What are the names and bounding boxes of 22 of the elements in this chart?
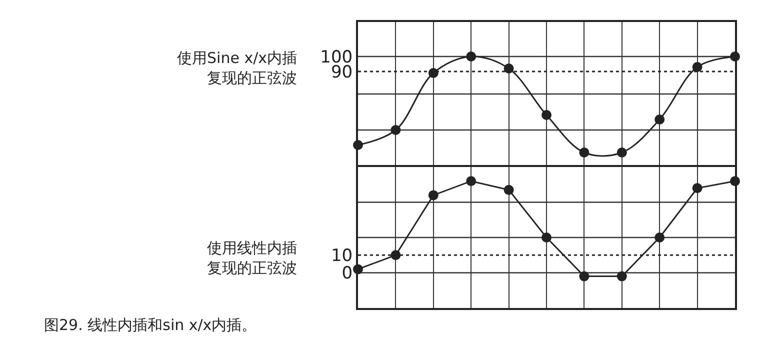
y-tick-label: 10 — [330, 246, 353, 266]
point — [654, 114, 665, 124]
point — [542, 110, 552, 120]
point — [616, 148, 627, 158]
point — [616, 271, 627, 282]
point — [692, 62, 702, 72]
y-tick-label: 0 — [342, 264, 353, 284]
y-axis-title: 使用Sine x/x内插复现的正弦波 — [176, 48, 297, 88]
point — [466, 52, 476, 62]
point — [504, 184, 514, 195]
y-axis-title: 使用线性内插复现的正弦波 — [206, 238, 297, 278]
point — [579, 148, 590, 158]
point — [692, 183, 702, 194]
point — [428, 190, 438, 200]
point — [542, 232, 552, 242]
point — [390, 250, 401, 260]
point — [579, 271, 590, 282]
point — [466, 176, 476, 186]
point — [504, 64, 514, 74]
point — [390, 125, 401, 135]
caption: 图29. 线性内插和sin x/x内插。 — [44, 316, 257, 334]
point — [654, 232, 665, 242]
